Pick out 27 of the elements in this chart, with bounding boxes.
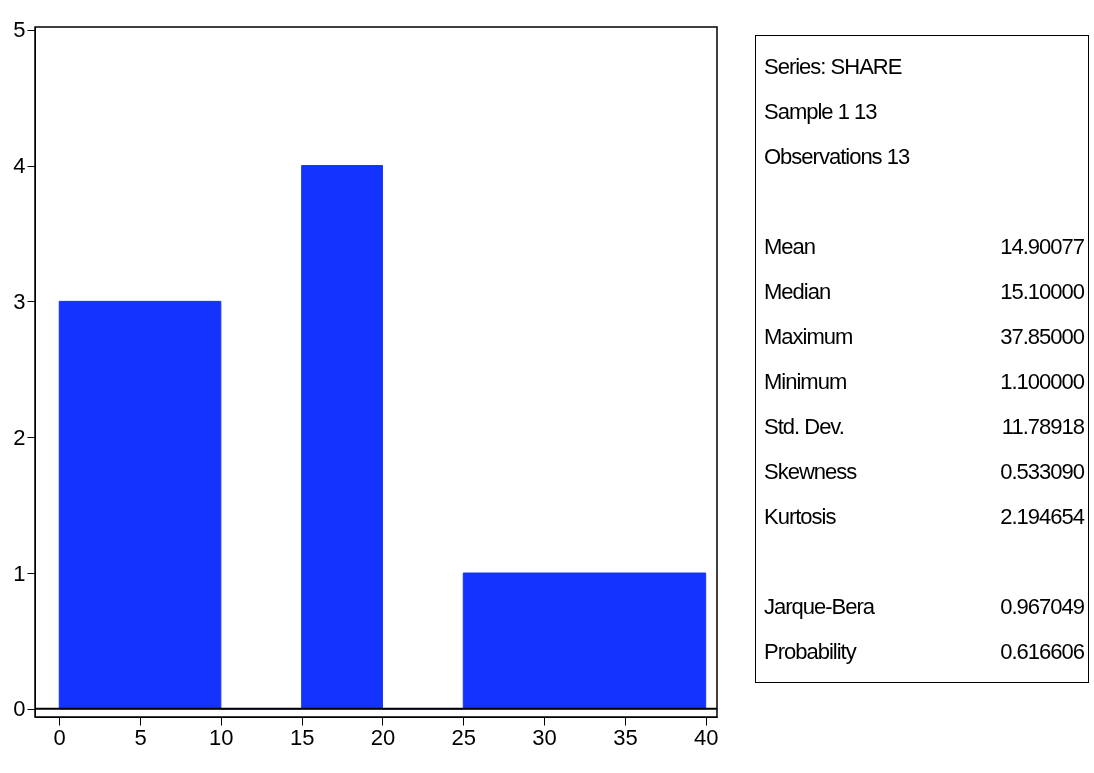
y-tick-label: 3 <box>13 288 26 314</box>
x-tick-label: 25 <box>451 724 477 750</box>
x-tick-label: 15 <box>289 724 315 750</box>
y-tick-label: 1 <box>13 560 26 586</box>
x-tick-label: 20 <box>370 724 396 750</box>
text: Probability 0.616606 <box>764 639 1084 664</box>
text: Kurtosis 2.194654 <box>764 504 1084 529</box>
text: Series: SHARE <box>764 53 902 81</box>
text: Observations 13 <box>764 143 910 171</box>
y-tick-label: 5 <box>13 17 26 43</box>
x-tick-label: 40 <box>693 724 719 750</box>
y-tick-label: 4 <box>13 153 26 179</box>
text: Sample 1 13 <box>764 98 877 126</box>
x-tick-label: 30 <box>532 724 557 750</box>
x-tick-label: 10 <box>209 724 234 750</box>
text: Mean 14.90077 <box>764 234 1084 259</box>
y-tick-label: 0 <box>13 696 26 722</box>
text: Median 15.10000 <box>764 279 1084 304</box>
x-tick-label: 5 <box>134 724 147 750</box>
text: Minimum 1.100000 <box>764 369 1084 394</box>
text: Skewness 0.533090 <box>764 459 1084 484</box>
x-tick-label: 35 <box>613 724 638 750</box>
x-tick-label: 0 <box>53 724 66 750</box>
text: Std. Dev. 11.78918 <box>764 414 1084 439</box>
text: Jarque-Bera 0.967049 <box>764 594 1084 619</box>
y-tick-label: 2 <box>13 424 26 450</box>
text: Maximum 37.85000 <box>764 324 1084 349</box>
